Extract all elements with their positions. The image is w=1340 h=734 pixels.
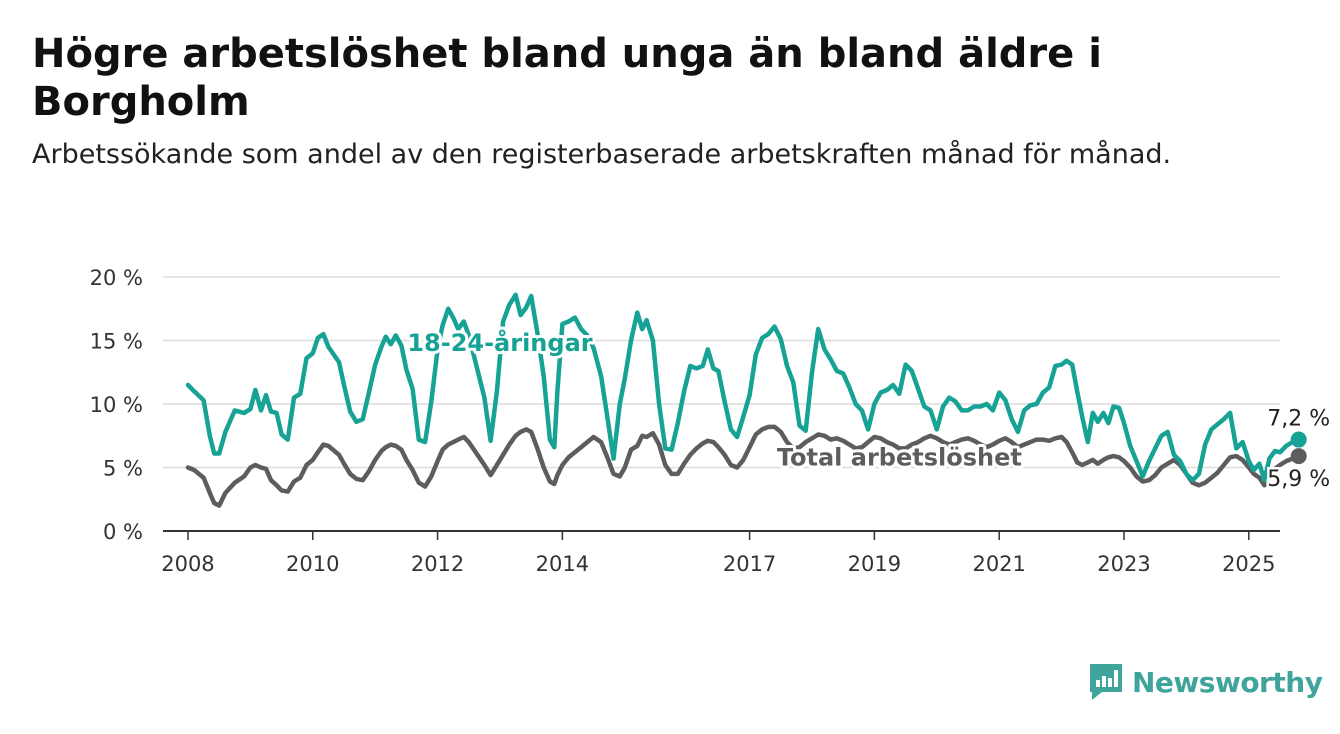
y-tick-label: 20 % (90, 266, 143, 290)
y-tick-label: 15 % (90, 330, 143, 354)
series-line-youth (185, 292, 1301, 483)
end-point-total (1290, 448, 1307, 465)
x-tick-label: 2021 (972, 552, 1025, 576)
x-tick-label: 2014 (536, 552, 589, 576)
x-tick-label: 2023 (1097, 552, 1150, 576)
newsworthy-logo-text: Newsworthy (1132, 665, 1323, 699)
y-tick-label: 0 % (103, 520, 143, 544)
x-tick-label: 2017 (723, 552, 776, 576)
y-tick-label: 10 % (90, 393, 143, 417)
newsworthy-logo-icon (1090, 664, 1122, 700)
series-label-total: Total arbetslöshet (777, 443, 1022, 471)
x-axis: 2008 2010 2012 2014 2017 2019 2021 2023 2025 (161, 530, 1280, 576)
chart-subtitle: Arbetssökande som andel av den registerb… (32, 139, 1172, 170)
newsworthy-logo: Newsworthy (1088, 660, 1323, 704)
end-point-youth (1290, 431, 1307, 448)
series-lines (185, 292, 1307, 508)
x-tick-label: 2025 (1222, 552, 1275, 576)
series-label-youth: 18-24-åringar (407, 328, 592, 357)
series-labels: 18-24-åringar Total arbetslöshet 7,2 % 5,9 … (404, 325, 1332, 495)
grid-lines (163, 276, 1280, 469)
x-tick-label: 2010 (286, 552, 339, 576)
chart-title: Högre arbetslöshet bland unga än bland ä… (32, 31, 1102, 125)
x-tick-label: 2012 (411, 552, 464, 576)
y-tick-label: 5 % (103, 457, 143, 481)
end-label-youth: 7,2 % (1267, 407, 1330, 432)
series-line-total (185, 424, 1301, 508)
x-tick-label: 2008 (161, 552, 214, 576)
y-axis-ticks: 0 % 5 % 10 % 15 % 20 % (90, 266, 143, 544)
x-tick-label: 2019 (848, 552, 901, 576)
end-label-total: 5,9 % (1267, 467, 1330, 492)
